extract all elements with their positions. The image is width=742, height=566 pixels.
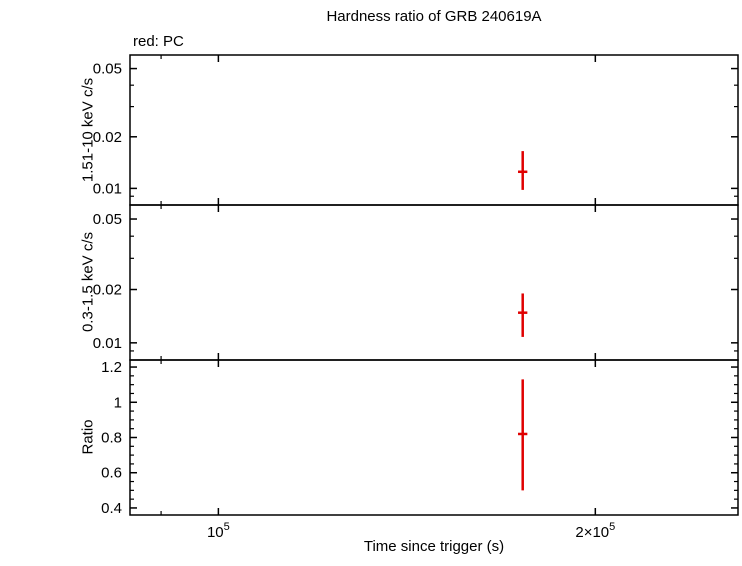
y-tick-label: 0.4: [101, 500, 122, 517]
panel-frame: [129, 204, 739, 361]
x-tick-label: 2×105: [575, 521, 615, 541]
chart-title: Hardness ratio of GRB 240619A: [326, 8, 542, 25]
panel-frame: [129, 359, 739, 516]
y-tick-label: 0.8: [101, 430, 122, 447]
y-tick-label: 1.2: [101, 359, 122, 376]
y-tick-label: 0.01: [93, 180, 122, 197]
x-axis-label: Time since trigger (s): [363, 538, 505, 555]
panel-frame: [129, 54, 739, 206]
y-tick-label: 1: [114, 394, 122, 411]
y-tick-label: 0.6: [101, 465, 122, 482]
y-tick-label: 0.01: [93, 335, 122, 352]
x-tick-label: 105: [207, 521, 230, 541]
y-tick-label: 0.05: [93, 61, 122, 78]
legend-mode-label: red: PC: [133, 33, 184, 50]
y-tick-label: 0.02: [93, 282, 122, 299]
y-tick-label: 0.02: [93, 129, 122, 146]
y-tick-label: 0.05: [93, 211, 122, 228]
